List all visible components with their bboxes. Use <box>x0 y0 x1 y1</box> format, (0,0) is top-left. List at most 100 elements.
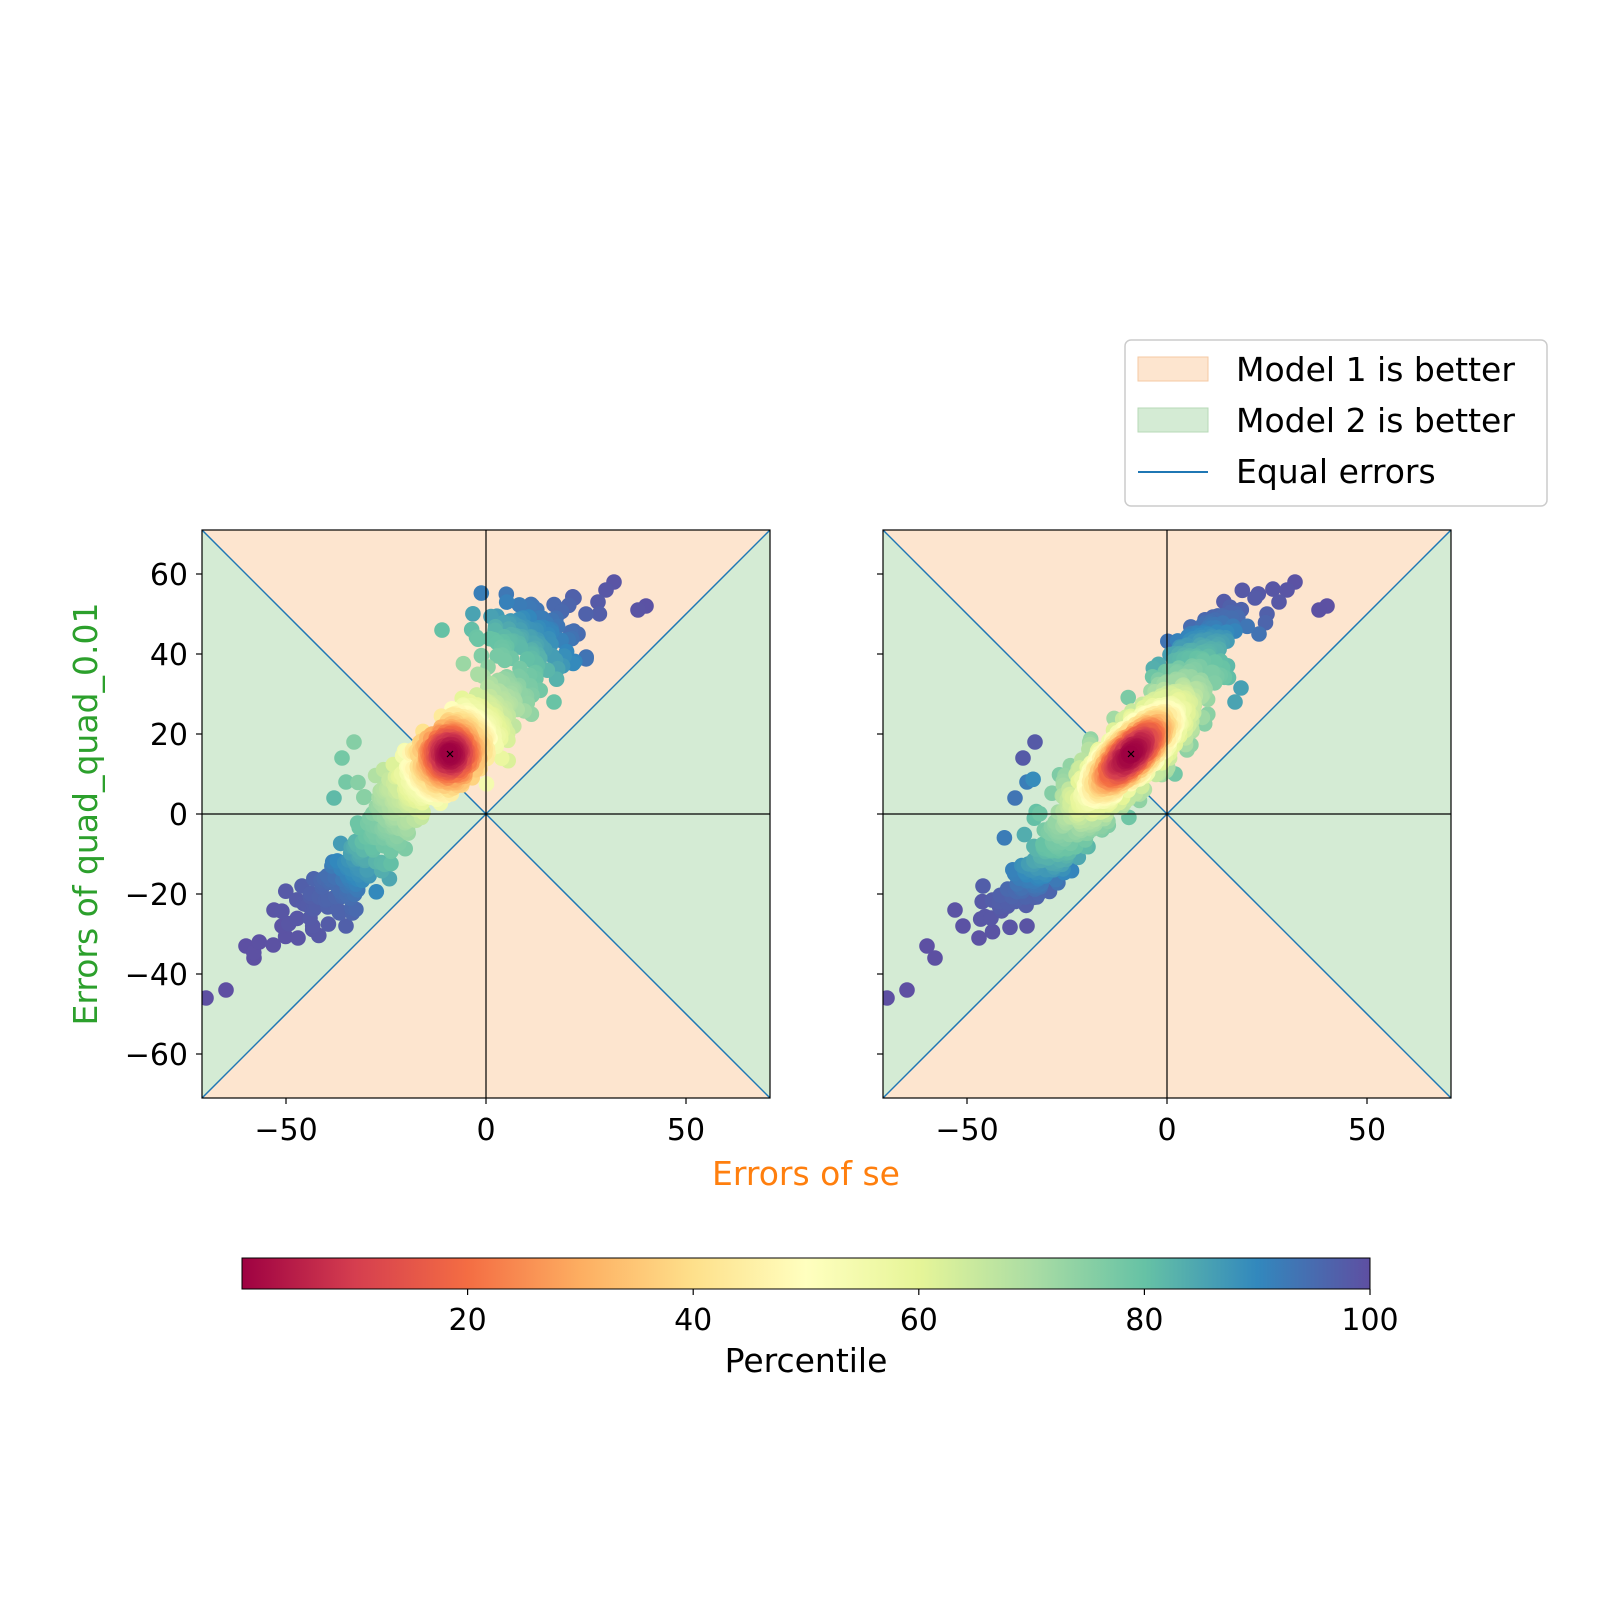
scatter-point <box>496 652 513 669</box>
legend-label-model2: Model 2 is better <box>1236 401 1515 440</box>
x-tick-label: 50 <box>1348 1113 1386 1148</box>
scatter-point <box>493 750 510 766</box>
scatter-point <box>1007 790 1023 806</box>
colorbar-title: Percentile <box>725 1341 888 1380</box>
x-tick-label: 0 <box>476 1113 495 1148</box>
scatter-point <box>955 918 971 934</box>
scatter-point <box>356 789 373 805</box>
scatter-point <box>1015 750 1031 766</box>
colorbar: 20 40 60 80 100 Percentile <box>241 1257 1399 1380</box>
y-tick-label: −40 <box>125 958 188 993</box>
scatter-point <box>289 910 306 927</box>
scatter-point <box>383 855 399 872</box>
scatter-point <box>338 774 354 790</box>
colorbar-tick-label: 60 <box>900 1303 938 1338</box>
scatter-point <box>346 734 362 750</box>
scatter-point <box>919 938 935 954</box>
y-tick-label: −20 <box>125 878 188 913</box>
scatter-point <box>278 883 294 899</box>
scatter-point <box>274 903 290 919</box>
center-marker <box>1127 750 1135 758</box>
scatter-point <box>975 878 991 894</box>
legend-label-equal-errors: Equal errors <box>1236 452 1436 491</box>
scatter-point <box>455 655 472 672</box>
y-tick-label: 0 <box>169 798 188 833</box>
scatter-points <box>202 574 654 1006</box>
scatter-point <box>1271 594 1287 610</box>
scatter-point <box>251 934 268 950</box>
x-tick-label: −50 <box>935 1113 998 1148</box>
scatter-point <box>590 594 606 610</box>
y-tick-label: −60 <box>125 1038 188 1073</box>
scatter-point <box>1120 689 1136 706</box>
colorbar-tick-label: 40 <box>674 1303 712 1338</box>
legend-swatch-model1 <box>1137 356 1209 382</box>
scatter-point <box>290 930 306 946</box>
legend-label-model1: Model 1 is better <box>1236 350 1515 389</box>
scatter-point <box>899 982 915 998</box>
scatter-point <box>578 606 594 622</box>
scatter-point <box>470 666 486 683</box>
scatter-point <box>265 937 282 953</box>
scatter-point <box>1247 590 1263 606</box>
scatter-point <box>511 597 528 613</box>
scatter-point <box>320 916 337 932</box>
scatter-point <box>338 918 354 934</box>
colorbar-tick-label: 20 <box>449 1303 487 1338</box>
scatter-point <box>368 884 385 900</box>
x-axis-title: Errors of se <box>712 1154 900 1193</box>
scatter-point <box>883 990 895 1006</box>
x-tick-label: −50 <box>254 1113 317 1148</box>
scatter-point <box>971 930 987 946</box>
scatter-point <box>927 950 943 966</box>
scatter-point <box>1019 918 1035 934</box>
scatter-point <box>498 594 515 610</box>
scatter-point <box>470 631 486 647</box>
scatter-point <box>984 923 1001 940</box>
scatter-point <box>473 647 490 664</box>
scatter-point <box>1002 919 1018 936</box>
legend: Model 1 is better Model 2 is better Equa… <box>1124 339 1548 507</box>
scatter-points <box>883 574 1335 1006</box>
colorbar-tick-label: 80 <box>1125 1303 1163 1338</box>
y-tick-label: 40 <box>150 638 188 673</box>
scatter-point <box>1279 582 1295 598</box>
scatter-point <box>1257 614 1274 631</box>
x-tick-label: 50 <box>667 1113 705 1148</box>
scatter-point <box>1025 771 1041 788</box>
center-marker <box>446 750 454 758</box>
scatter-point <box>1227 694 1243 710</box>
y-axis-title: Errors of quad_quad_0.01 <box>66 603 105 1026</box>
scatter-panel-left: −50 0 50 −60 −40 −20 0 20 40 60 <box>125 529 771 1148</box>
y-tick-label: 60 <box>150 558 188 593</box>
scatter-point <box>996 830 1013 846</box>
colorbar-gradient <box>241 1257 1371 1290</box>
scatter-point <box>1239 618 1255 635</box>
scatter-point <box>546 694 562 710</box>
scatter-point <box>598 582 614 598</box>
scatter-point <box>350 774 366 791</box>
scatter-point <box>1027 734 1043 750</box>
colorbar-tick-label: 100 <box>1341 1303 1398 1338</box>
legend-frame <box>1124 339 1548 507</box>
y-tick-label: 20 <box>150 718 188 753</box>
scatter-point <box>1251 626 1267 642</box>
scatter-point <box>334 750 350 766</box>
scatter-point <box>465 606 481 622</box>
scatter-point <box>947 902 963 918</box>
scatter-point <box>1234 582 1251 599</box>
scatter-point <box>630 602 646 618</box>
scatter-point <box>326 790 342 806</box>
scatter-point <box>202 990 214 1006</box>
scatter-point <box>218 982 234 998</box>
scatter-point <box>1016 826 1033 843</box>
scatter-point <box>591 606 608 622</box>
scatter-point <box>1233 680 1249 696</box>
scatter-point <box>1265 581 1281 597</box>
scatter-point <box>330 901 346 918</box>
scatter-point <box>434 622 450 638</box>
scatter-point <box>1311 602 1327 618</box>
scatter-panel-right: −50 0 50 <box>877 529 1452 1148</box>
legend-swatch-model2 <box>1137 407 1209 433</box>
